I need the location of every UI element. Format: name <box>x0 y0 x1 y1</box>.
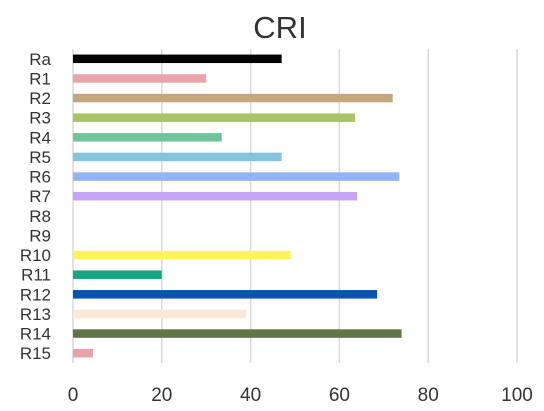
bar-r7 <box>73 191 358 201</box>
category-label-r2: R2 <box>29 89 51 108</box>
bar-ra <box>73 54 282 64</box>
category-label-r5: R5 <box>29 148 51 167</box>
bar-r13 <box>73 309 247 319</box>
category-label-r14: R14 <box>20 325 51 344</box>
category-label-r13: R13 <box>20 305 51 324</box>
category-label-ra: Ra <box>29 50 51 69</box>
chart-title: CRI <box>253 10 306 45</box>
bar-r5 <box>73 152 282 162</box>
bar-r6 <box>73 172 400 181</box>
x-tick-label: 60 <box>329 385 350 406</box>
category-label-r15: R15 <box>20 344 51 363</box>
bar-r1 <box>73 74 207 83</box>
category-label-r1: R1 <box>29 69 51 88</box>
category-label-r4: R4 <box>29 128 51 147</box>
bar-r11 <box>73 270 162 279</box>
category-label-r8: R8 <box>29 207 51 226</box>
bars <box>73 54 402 358</box>
category-label-r11: R11 <box>21 266 51 285</box>
bar-r10 <box>73 250 291 260</box>
x-tick-label: 40 <box>240 385 261 406</box>
x-tick-label: 100 <box>501 385 533 406</box>
bar-r4 <box>73 133 222 142</box>
category-label-r12: R12 <box>20 285 51 304</box>
bar-r14 <box>73 329 402 338</box>
category-label-r6: R6 <box>29 168 51 187</box>
bar-r3 <box>73 113 355 122</box>
category-label-r3: R3 <box>29 109 51 128</box>
bar-r2 <box>73 93 393 103</box>
x-tick-label: 20 <box>151 385 172 406</box>
category-label-r9: R9 <box>29 226 51 245</box>
bar-r15 <box>73 348 93 358</box>
bar-r12 <box>73 290 378 299</box>
category-label-r7: R7 <box>29 187 51 206</box>
x-tick-label: 0 <box>68 385 79 406</box>
x-tick-label: 80 <box>418 385 439 406</box>
category-label-r10: R10 <box>20 246 51 265</box>
value-axis-labels: 0 20 40 60 80 100 <box>68 385 533 406</box>
